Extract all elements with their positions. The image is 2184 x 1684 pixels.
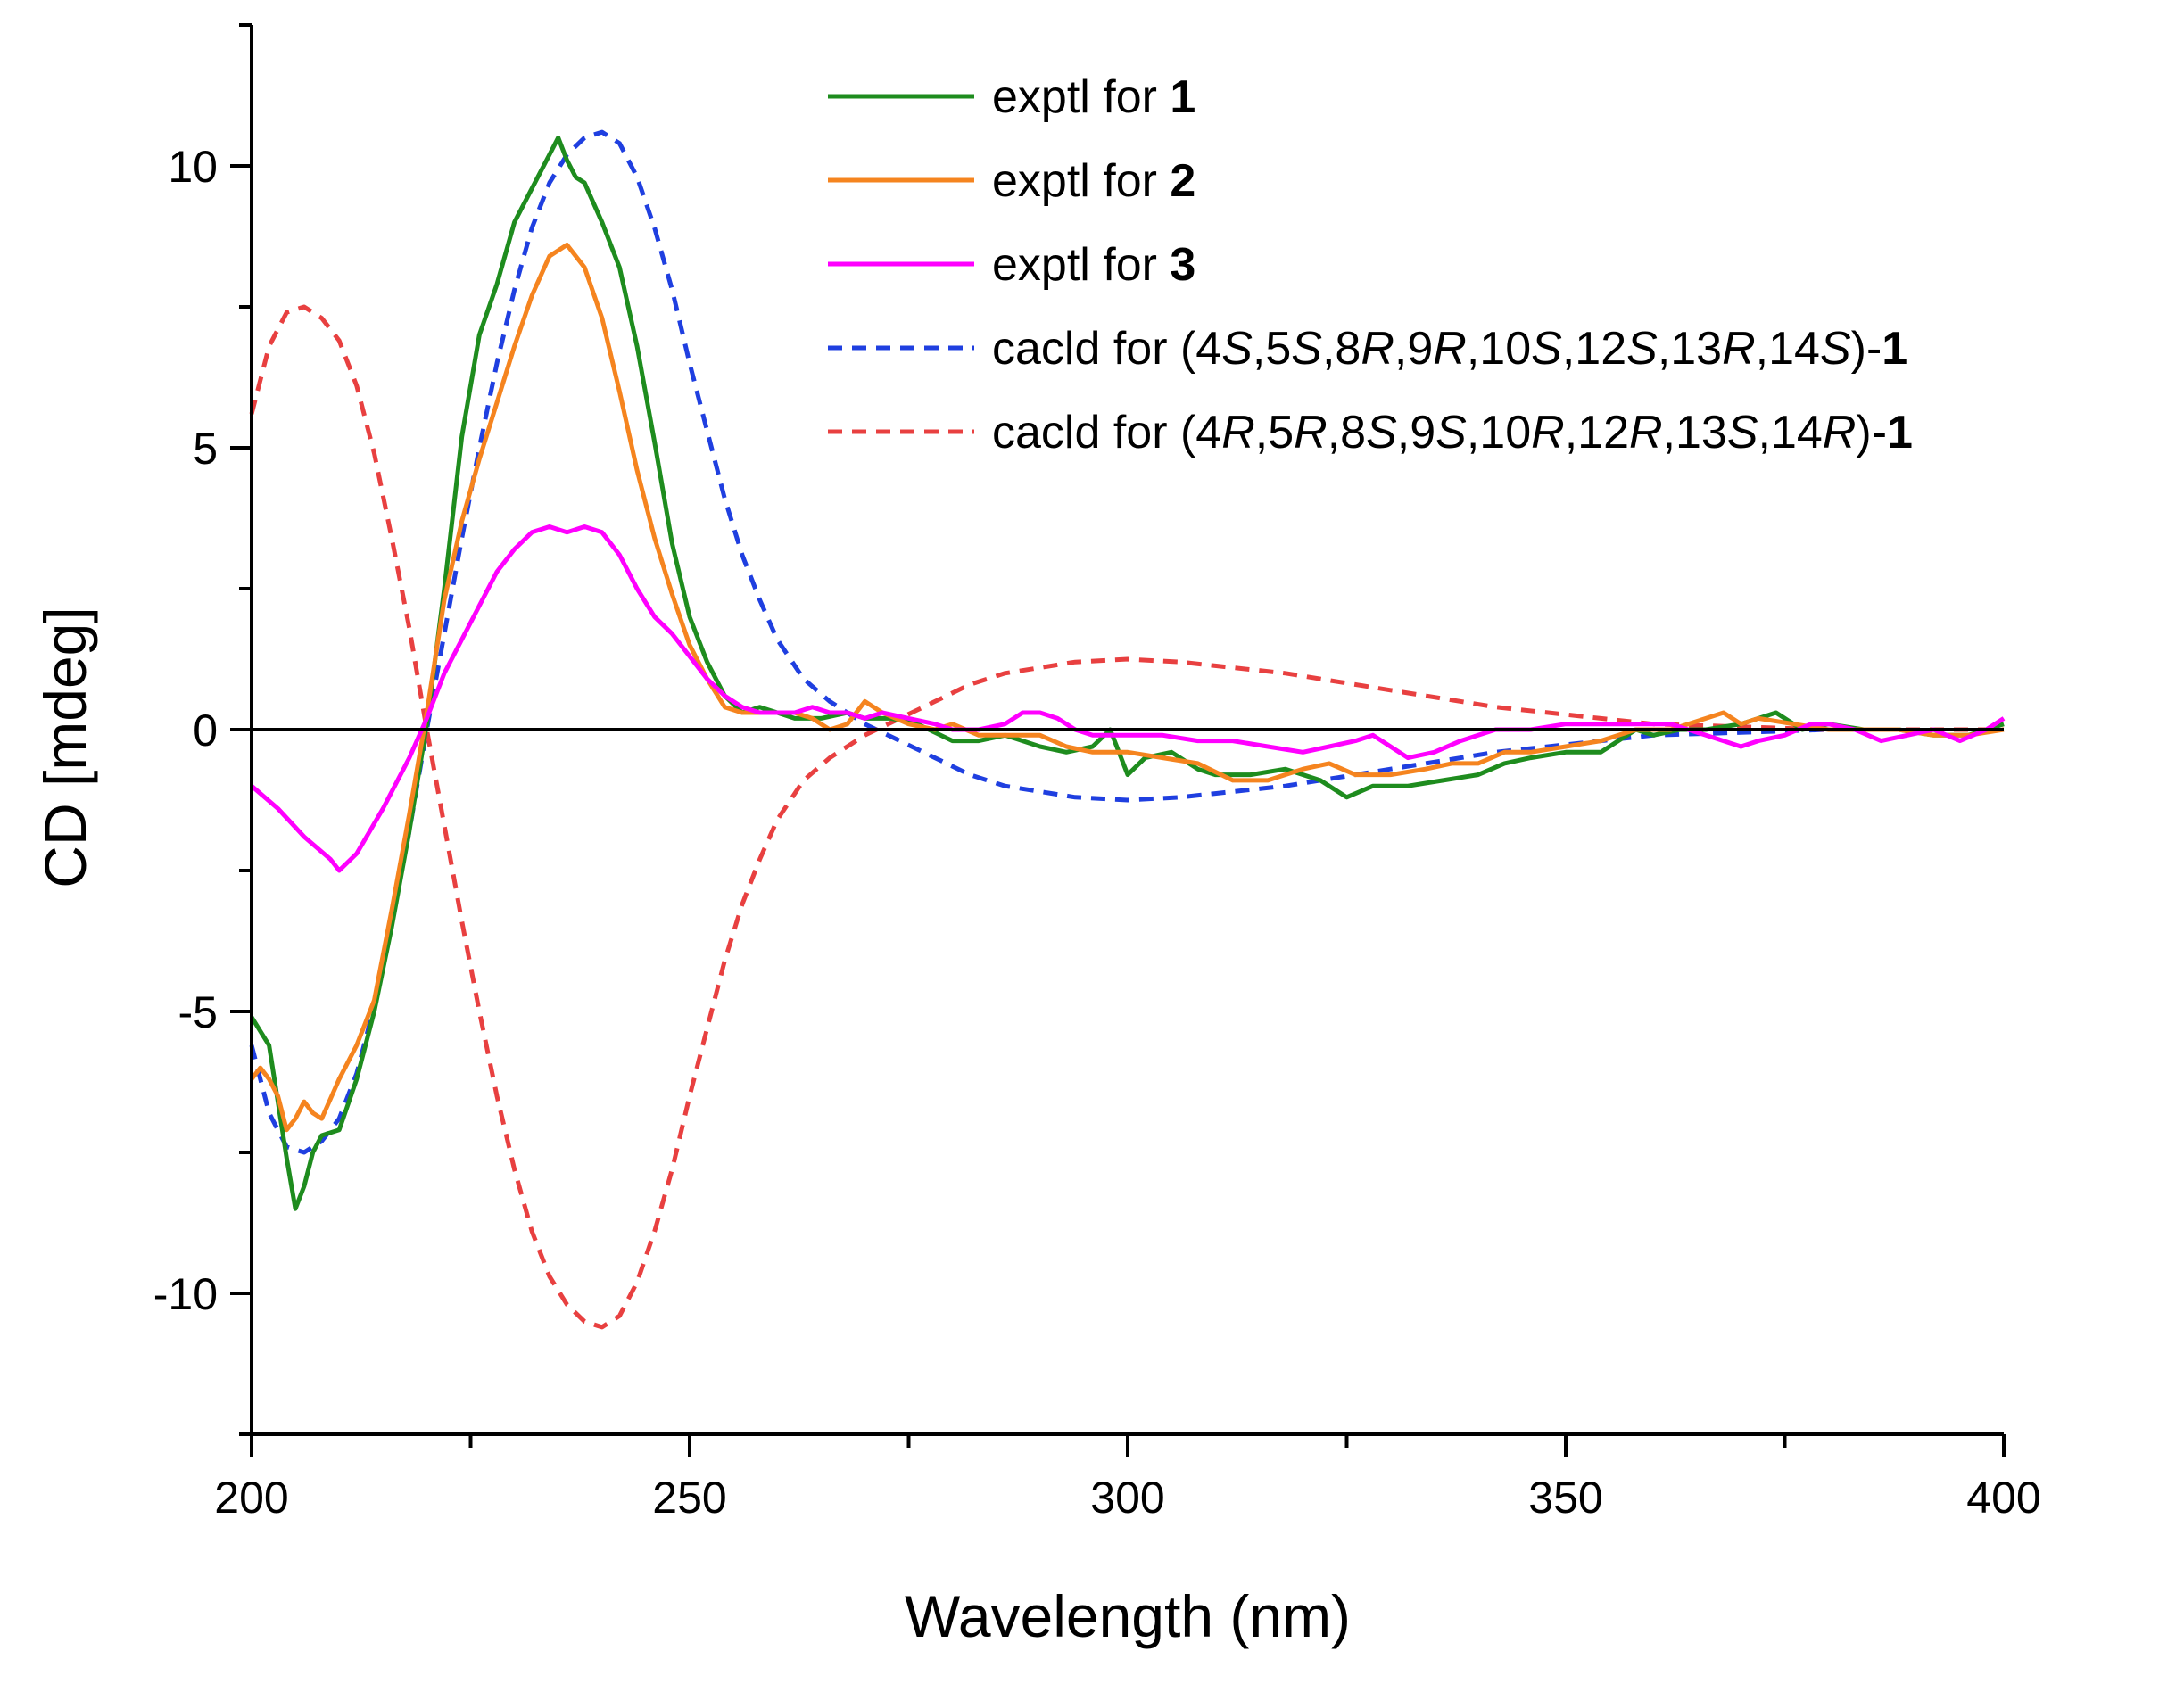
x-tick-label: 350 (1528, 1473, 1602, 1523)
x-tick-label: 300 (1090, 1473, 1164, 1523)
axes-layer: 200 250 300 350 400 10 5 0 -5 -10 (153, 23, 2041, 1523)
series-line-4 (249, 129, 2004, 1155)
y-axis-title: CD [mdeg] (32, 607, 98, 887)
x-axis-title: Wavelength (nm) (905, 1583, 1351, 1649)
legend-label-2: exptl for 2 (992, 155, 1195, 207)
legend-label-3: exptl for 3 (992, 239, 1195, 291)
series-line-3 (250, 524, 2006, 873)
legend-label-5: cacld for (4R,5R,8S,9S,10R,12R,13S,14R)-… (992, 407, 1913, 458)
y-tick-label: -10 (153, 1269, 218, 1319)
series-line-2 (250, 243, 2005, 1133)
legend-label-4: cacld for (4S,5S,8R,9R,10S,12S,13R,14S)-… (992, 323, 1907, 375)
x-tick-label: 400 (1966, 1473, 2040, 1523)
y-tick-label: 10 (168, 142, 218, 192)
legend-label-1: exptl for 1 (992, 71, 1195, 123)
y-tick-label: -5 (178, 987, 218, 1037)
y-tick-label: 0 (193, 706, 218, 755)
y-tick-label: 5 (193, 424, 218, 474)
x-tick-label: 250 (652, 1473, 726, 1523)
x-tick-label: 200 (214, 1473, 288, 1523)
legend: exptl for 1 exptl for 2 exptl for 3 cacld f… (828, 71, 1913, 458)
series-line-5 (249, 304, 2004, 1330)
